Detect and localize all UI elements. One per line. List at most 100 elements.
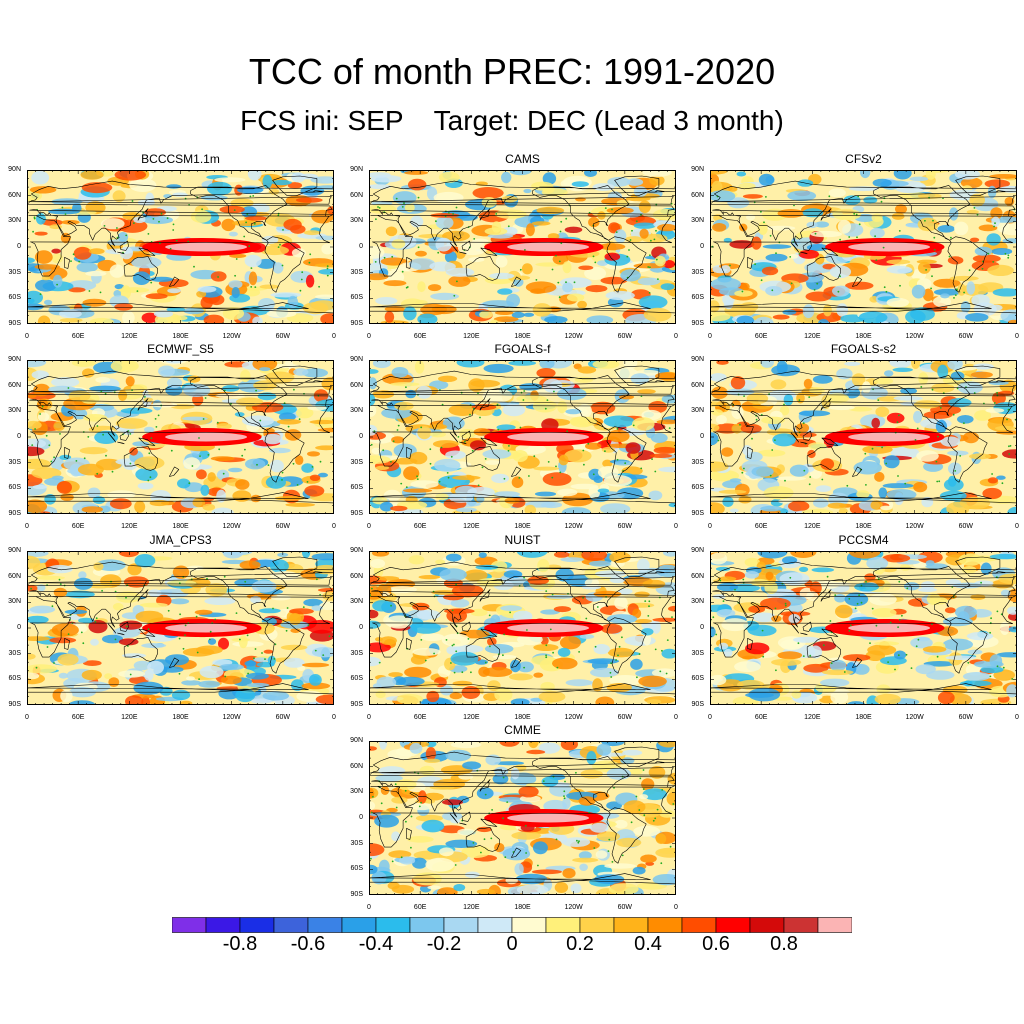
enso-region-max — [165, 432, 248, 442]
map-panel-cfsv2: CFSv2 90N 60N 30N 0 30S 60S 90S 0 60E 120E 180E 120… — [691, 152, 1019, 340]
tcc-blob — [412, 857, 427, 869]
lon-tick-label: 120E — [463, 523, 480, 530]
significance-dot — [279, 243, 281, 246]
tcc-blob — [57, 653, 79, 666]
significance-dot — [719, 579, 722, 582]
significance-dot — [147, 628, 150, 631]
tcc-blob — [729, 508, 739, 513]
significance-dot — [45, 434, 48, 437]
coastlines — [710, 365, 1017, 504]
tcc-blob — [821, 669, 854, 676]
tcc-blob — [949, 207, 959, 221]
tcc-blob — [710, 190, 736, 202]
significance-dot — [769, 474, 772, 477]
lat-tick-label: 60N — [691, 191, 704, 199]
significance-dot — [80, 631, 83, 634]
significance-dot — [592, 473, 595, 476]
tcc-blob — [476, 888, 496, 895]
tcc-blob — [270, 292, 302, 298]
tcc-blob — [83, 660, 102, 666]
significance-dot — [848, 597, 851, 600]
tcc-blob — [590, 667, 619, 678]
tcc-blob — [385, 226, 398, 237]
significance-dot — [272, 607, 274, 610]
significance-dot — [647, 266, 650, 268]
significance-dot — [372, 795, 374, 798]
tcc-blob — [557, 488, 578, 497]
tcc-blob — [584, 578, 600, 588]
tcc-blob — [158, 365, 175, 377]
tcc-blob — [118, 390, 128, 401]
tcc-blob — [79, 447, 108, 455]
significance-dot — [582, 597, 584, 599]
significance-dot — [261, 652, 263, 654]
tcc-blob — [125, 376, 135, 387]
significance-dot — [509, 611, 511, 614]
tcc-blob — [445, 553, 462, 562]
significance-dot — [655, 258, 658, 261]
colorbar-swatch — [341, 917, 377, 933]
tcc-blob — [963, 431, 979, 444]
significance-dot — [59, 433, 61, 435]
tcc-blob — [133, 216, 146, 224]
tcc-blob — [478, 552, 487, 558]
tcc-blob — [710, 461, 729, 472]
tcc-blob — [177, 478, 191, 489]
tcc-blob — [642, 788, 668, 801]
tcc-blob — [753, 316, 774, 324]
significance-dot — [932, 219, 934, 222]
significance-dot — [657, 278, 659, 280]
significance-dot — [889, 621, 892, 624]
tcc-blob — [985, 408, 1005, 413]
tcc-blob — [870, 500, 883, 510]
significance-dot — [848, 630, 851, 632]
tcc-blob — [597, 488, 610, 493]
significance-dot — [59, 583, 62, 585]
tcc-map — [369, 360, 676, 514]
tcc-blob — [516, 884, 549, 895]
lat-tick-label: 30N — [350, 407, 363, 415]
significance-dot — [613, 786, 615, 789]
significance-dot — [897, 626, 899, 628]
lon-tick-label: 120E — [121, 714, 138, 721]
significance-dot — [308, 261, 311, 264]
panel-title: JMA_CPS3 — [149, 533, 212, 547]
significance-dot — [302, 606, 305, 608]
tcc-blob — [776, 360, 788, 375]
lat-tick-label: 90N — [8, 547, 21, 554]
tcc-blob — [588, 217, 600, 228]
significance-dot — [882, 246, 885, 249]
tcc-blob — [228, 280, 243, 289]
significance-dot — [809, 654, 812, 657]
significance-dot — [150, 437, 153, 439]
tcc-blob — [453, 644, 484, 653]
significance-dot — [33, 216, 36, 219]
tcc-blob — [311, 209, 334, 224]
significance-dot — [111, 470, 114, 473]
significance-dot — [760, 279, 763, 282]
tcc-blob — [928, 596, 948, 605]
tcc-blob — [172, 565, 190, 579]
tcc-blob — [293, 368, 309, 376]
tcc-blob — [832, 285, 850, 297]
tcc-blob — [588, 560, 613, 567]
significance-dot — [549, 628, 552, 631]
tcc-blob — [960, 301, 971, 313]
tcc-blob — [491, 473, 510, 484]
tcc-blob — [430, 292, 459, 300]
tcc-blob — [913, 410, 923, 424]
tcc-blob — [620, 757, 635, 765]
tcc-blob — [544, 316, 568, 324]
tcc-blob — [532, 399, 558, 413]
lat-tick-label: 90S — [691, 510, 704, 517]
tcc-blob — [710, 170, 728, 175]
tcc-blob — [472, 187, 504, 199]
tcc-blob — [202, 503, 216, 511]
tcc-blob — [624, 635, 656, 646]
tcc-blob — [954, 170, 980, 180]
tcc-blob — [810, 230, 842, 238]
lat-tick-label: 30N — [691, 217, 704, 225]
colorbar-label: 0 — [506, 933, 518, 955]
significance-dot — [451, 609, 454, 612]
tcc-blob — [229, 253, 247, 258]
